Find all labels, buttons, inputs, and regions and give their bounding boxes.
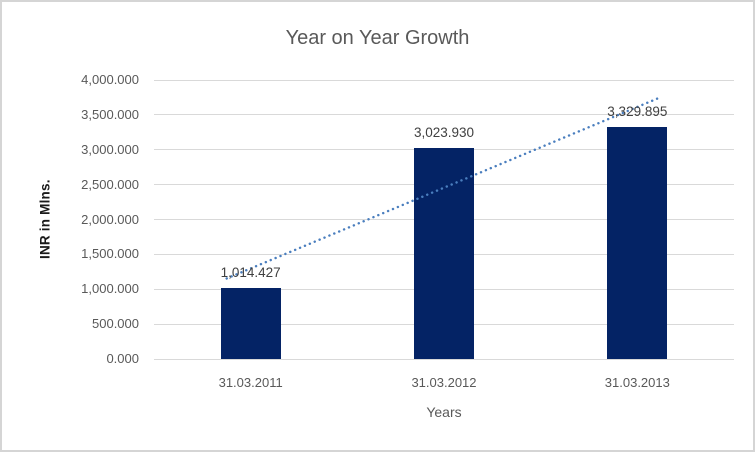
trendline[interactable] [225,95,663,280]
chart-title: Year on Year Growth [285,27,470,49]
x-axis-ticks: 31.03.2011 31.03.2012 31.03.2013 [154,374,734,392]
x-axis-tick-label: 31.03.2012 [411,375,477,390]
y-axis-tick-label: 4,000.000 [81,72,139,87]
bar-31.03.2013[interactable] [607,126,668,359]
y-axis-tick-label: 1,500.000 [81,246,139,262]
trendline-dotted[interactable] [154,80,734,359]
gridline [154,114,734,116]
y-axis-tick-label: 2,500.000 [81,176,139,192]
y-axis-tick-label: 500.000 [92,316,139,332]
bar-31.03.2012[interactable] [414,148,474,359]
bar-data-label: 3,023.930 [413,125,475,141]
bar-data-label: 1,014.427 [220,265,281,281]
y-axis-tick-label: 0.000 [106,351,139,366]
y-axis-tick-label: 2,000.000 [81,211,139,227]
y-axis-ticks: 0.000 500.000 1,000.000 1,500.000 2,000.000 2… [2,72,139,366]
y-axis-tick-label: 3,000.000 [81,141,139,157]
gridline [154,358,734,360]
plot-area: 1,014.427 3,023.930 3,329.895 [154,79,734,360]
x-axis-tick-label: 31.03.2013 [604,375,670,390]
y-axis-tick-label: 1,000.000 [81,281,139,297]
y-axis-tick-label: 3,500.000 [81,106,139,122]
bar-data-label: 3,329.895 [607,103,668,119]
x-axis-title: Years [426,404,462,420]
gridline [154,79,734,81]
x-axis-tick-label: 31.03.2011 [218,375,283,390]
bar-31.03.2011[interactable] [220,288,281,359]
